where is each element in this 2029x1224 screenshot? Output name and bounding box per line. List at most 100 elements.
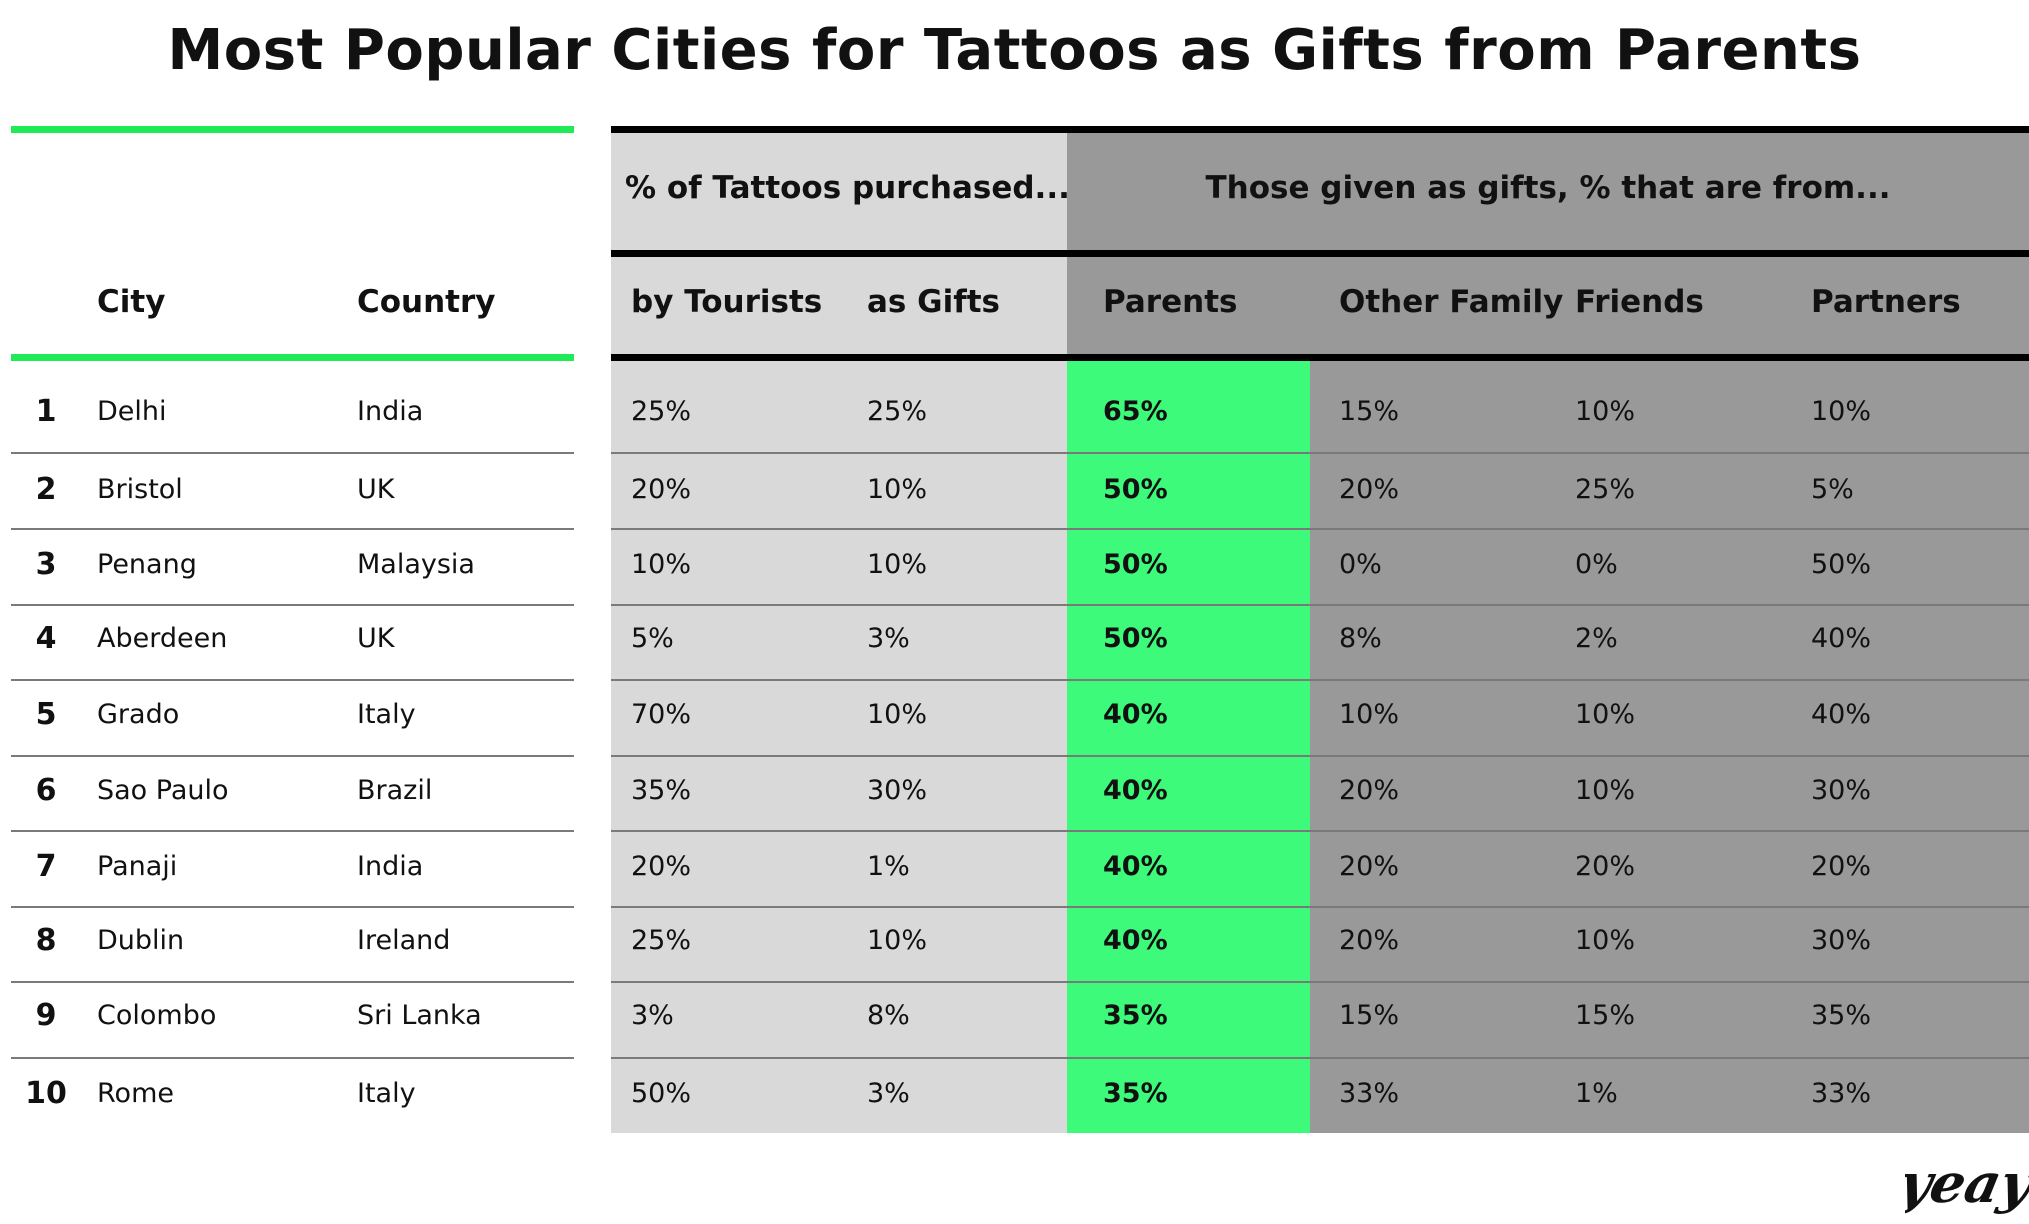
cell-gifts: 3% [867, 1078, 910, 1109]
row-divider-right [611, 830, 2029, 832]
cell-friends: 10% [1575, 925, 1636, 956]
left-bottom-green-rule [11, 354, 574, 361]
left-top-green-rule [11, 126, 574, 133]
cell-tourists: 35% [631, 775, 692, 806]
row-divider-right [611, 528, 2029, 530]
col-header-other-family: Other Family [1339, 284, 1564, 320]
cell-gifts: 3% [867, 623, 910, 654]
cell-partners: 35% [1811, 1000, 1872, 1031]
row-divider-left [11, 528, 574, 530]
row-divider-left [11, 906, 574, 908]
cell-tourists: 3% [631, 1000, 674, 1031]
cell-partners: 5% [1811, 474, 1854, 505]
cell-tourists: 50% [631, 1078, 692, 1109]
row-divider-left [11, 452, 574, 454]
cell-other-family: 15% [1339, 1000, 1400, 1031]
cell-tourists: 20% [631, 851, 692, 882]
cell-city: Grado [97, 699, 180, 730]
cell-city: Dublin [97, 925, 185, 956]
cell-country: Italy [357, 699, 416, 730]
row-rank: 6 [35, 773, 57, 808]
row-rank: 10 [25, 1076, 67, 1111]
cell-partners: 30% [1811, 925, 1872, 956]
cell-city: Colombo [97, 1000, 217, 1031]
cell-city: Bristol [97, 474, 183, 505]
row-divider-left [11, 679, 574, 681]
row-rank: 3 [35, 547, 57, 582]
cell-tourists: 20% [631, 474, 692, 505]
cell-gifts: 1% [867, 851, 910, 882]
cell-country: Italy [357, 1078, 416, 1109]
cell-tourists: 70% [631, 699, 692, 730]
row-divider-left [11, 604, 574, 606]
cell-friends: 25% [1575, 474, 1636, 505]
svg-text:yeay: yeay [1905, 1152, 2029, 1215]
row-divider-left [11, 981, 574, 983]
cell-partners: 50% [1811, 549, 1872, 580]
col-header-partners: Partners [1811, 284, 1961, 320]
row-rank: 9 [35, 998, 57, 1033]
cell-tourists: 25% [631, 396, 692, 427]
header-bottom-rule [611, 354, 2029, 361]
cell-country: Ireland [357, 925, 451, 956]
row-divider-right [611, 755, 2029, 757]
row-divider-right [611, 604, 2029, 606]
cell-country: India [357, 851, 424, 882]
cell-city: Delhi [97, 396, 167, 427]
cell-other-family: 33% [1339, 1078, 1400, 1109]
header-mid-rule [611, 250, 2029, 257]
cell-friends: 0% [1575, 549, 1618, 580]
row-divider-left [11, 1057, 574, 1059]
cell-gifts: 8% [867, 1000, 910, 1031]
cell-parents: 50% [1103, 549, 1168, 580]
col-header-parents: Parents [1103, 284, 1238, 320]
cell-partners: 33% [1811, 1078, 1872, 1109]
cell-parents: 65% [1103, 396, 1168, 427]
cell-country: UK [357, 623, 395, 654]
group-header-gifts: Those given as gifts, % that are from... [1205, 170, 1891, 206]
cell-city: Sao Paulo [97, 775, 229, 806]
cell-tourists: 10% [631, 549, 692, 580]
cell-parents: 40% [1103, 699, 1168, 730]
col-header-city: City [97, 284, 166, 320]
row-divider-left [11, 755, 574, 757]
cell-city: Panaji [97, 851, 178, 882]
row-divider-right [611, 452, 2029, 454]
parents-highlight [1067, 361, 1310, 1133]
cell-partners: 30% [1811, 775, 1872, 806]
light-grey-panel [611, 126, 1067, 1133]
cell-friends: 10% [1575, 699, 1636, 730]
cell-parents: 40% [1103, 851, 1168, 882]
cell-other-family: 8% [1339, 623, 1382, 654]
cell-city: Penang [97, 549, 197, 580]
col-header-gifts: as Gifts [867, 284, 1000, 320]
col-header-friends: Friends [1575, 284, 1704, 320]
header-top-rule [611, 126, 2029, 133]
row-rank: 7 [35, 849, 57, 884]
cell-tourists: 25% [631, 925, 692, 956]
col-header-tourists: by Tourists [631, 284, 823, 320]
cell-country: India [357, 396, 424, 427]
row-rank: 4 [35, 621, 57, 656]
cell-other-family: 10% [1339, 699, 1400, 730]
cell-parents: 40% [1103, 925, 1168, 956]
cell-country: Malaysia [357, 549, 475, 580]
cell-partners: 20% [1811, 851, 1872, 882]
cell-other-family: 15% [1339, 396, 1400, 427]
cell-parents: 50% [1103, 474, 1168, 505]
row-rank: 1 [35, 394, 57, 429]
row-divider-right [611, 1057, 2029, 1059]
cell-gifts: 25% [867, 396, 928, 427]
cell-tourists: 5% [631, 623, 674, 654]
cell-friends: 1% [1575, 1078, 1618, 1109]
cell-partners: 40% [1811, 623, 1872, 654]
cell-other-family: 20% [1339, 775, 1400, 806]
cell-friends: 15% [1575, 1000, 1636, 1031]
cell-gifts: 10% [867, 474, 928, 505]
cell-partners: 40% [1811, 699, 1872, 730]
group-header-purchased: % of Tattoos purchased... [625, 170, 1070, 206]
row-rank: 8 [35, 923, 57, 958]
row-rank: 2 [35, 472, 57, 507]
cell-gifts: 10% [867, 549, 928, 580]
cell-friends: 10% [1575, 396, 1636, 427]
